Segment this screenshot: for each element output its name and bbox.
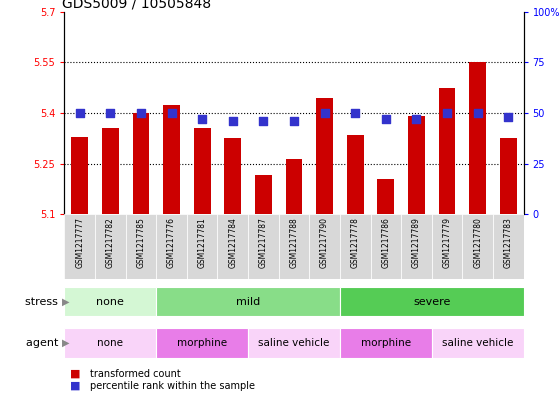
- Bar: [463, 214, 493, 279]
- Bar: [64, 214, 95, 279]
- Bar: [340, 328, 432, 358]
- Point: [320, 110, 329, 116]
- Text: none: none: [97, 338, 123, 348]
- Bar: [377, 179, 394, 214]
- Text: ■: ■: [70, 381, 81, 391]
- Bar: [194, 128, 211, 214]
- Text: none: none: [96, 297, 124, 307]
- Text: GSM1217777: GSM1217777: [75, 217, 84, 268]
- Point: [259, 118, 268, 124]
- Point: [228, 118, 237, 124]
- Bar: [469, 62, 486, 214]
- Bar: [248, 328, 340, 358]
- Bar: [133, 113, 150, 214]
- Text: mild: mild: [236, 297, 260, 307]
- Bar: [71, 137, 88, 214]
- Text: agent: agent: [26, 338, 62, 348]
- Bar: [187, 214, 217, 279]
- Text: GSM1217781: GSM1217781: [198, 217, 207, 268]
- Point: [473, 110, 482, 116]
- Text: GDS5009 / 10505848: GDS5009 / 10505848: [62, 0, 211, 11]
- Bar: [493, 214, 524, 279]
- Bar: [309, 214, 340, 279]
- Bar: [432, 214, 463, 279]
- Text: stress: stress: [25, 297, 62, 307]
- Point: [137, 110, 146, 116]
- Text: GSM1217780: GSM1217780: [473, 217, 482, 268]
- Text: morphine: morphine: [361, 338, 411, 348]
- Text: GSM1217788: GSM1217788: [290, 217, 298, 268]
- Text: transformed count: transformed count: [90, 369, 180, 379]
- Bar: [64, 328, 156, 358]
- Bar: [371, 214, 401, 279]
- Point: [381, 116, 390, 122]
- Bar: [316, 98, 333, 214]
- Point: [290, 118, 298, 124]
- Text: ■: ■: [70, 369, 81, 379]
- Bar: [432, 328, 524, 358]
- Text: saline vehicle: saline vehicle: [442, 338, 514, 348]
- Text: GSM1217779: GSM1217779: [442, 217, 451, 268]
- Text: morphine: morphine: [177, 338, 227, 348]
- Text: percentile rank within the sample: percentile rank within the sample: [90, 381, 255, 391]
- Bar: [286, 158, 302, 214]
- Bar: [340, 214, 371, 279]
- Point: [198, 116, 207, 122]
- Text: severe: severe: [413, 297, 450, 307]
- Bar: [347, 135, 363, 214]
- Bar: [217, 214, 248, 279]
- Text: GSM1217789: GSM1217789: [412, 217, 421, 268]
- Point: [504, 114, 513, 120]
- Text: GSM1217783: GSM1217783: [504, 217, 513, 268]
- Bar: [156, 328, 248, 358]
- Bar: [125, 214, 156, 279]
- Bar: [156, 214, 187, 279]
- Point: [442, 110, 451, 116]
- Bar: [279, 214, 309, 279]
- Point: [106, 110, 115, 116]
- Text: saline vehicle: saline vehicle: [258, 338, 330, 348]
- Bar: [408, 116, 425, 214]
- Point: [75, 110, 84, 116]
- Bar: [102, 128, 119, 214]
- Text: ▶: ▶: [62, 338, 69, 348]
- Text: GSM1217782: GSM1217782: [106, 217, 115, 268]
- Text: ▶: ▶: [62, 297, 69, 307]
- Point: [412, 116, 421, 122]
- Text: GSM1217790: GSM1217790: [320, 217, 329, 268]
- Text: GSM1217776: GSM1217776: [167, 217, 176, 268]
- Bar: [401, 214, 432, 279]
- Text: GSM1217787: GSM1217787: [259, 217, 268, 268]
- Bar: [163, 105, 180, 214]
- Bar: [500, 138, 517, 214]
- Bar: [156, 287, 340, 316]
- Bar: [225, 138, 241, 214]
- Bar: [255, 175, 272, 214]
- Bar: [248, 214, 279, 279]
- Point: [351, 110, 360, 116]
- Bar: [95, 214, 125, 279]
- Bar: [64, 287, 156, 316]
- Point: [167, 110, 176, 116]
- Text: GSM1217785: GSM1217785: [137, 217, 146, 268]
- Bar: [438, 88, 455, 214]
- Text: GSM1217778: GSM1217778: [351, 217, 360, 268]
- Bar: [340, 287, 524, 316]
- Text: GSM1217784: GSM1217784: [228, 217, 237, 268]
- Text: GSM1217786: GSM1217786: [381, 217, 390, 268]
